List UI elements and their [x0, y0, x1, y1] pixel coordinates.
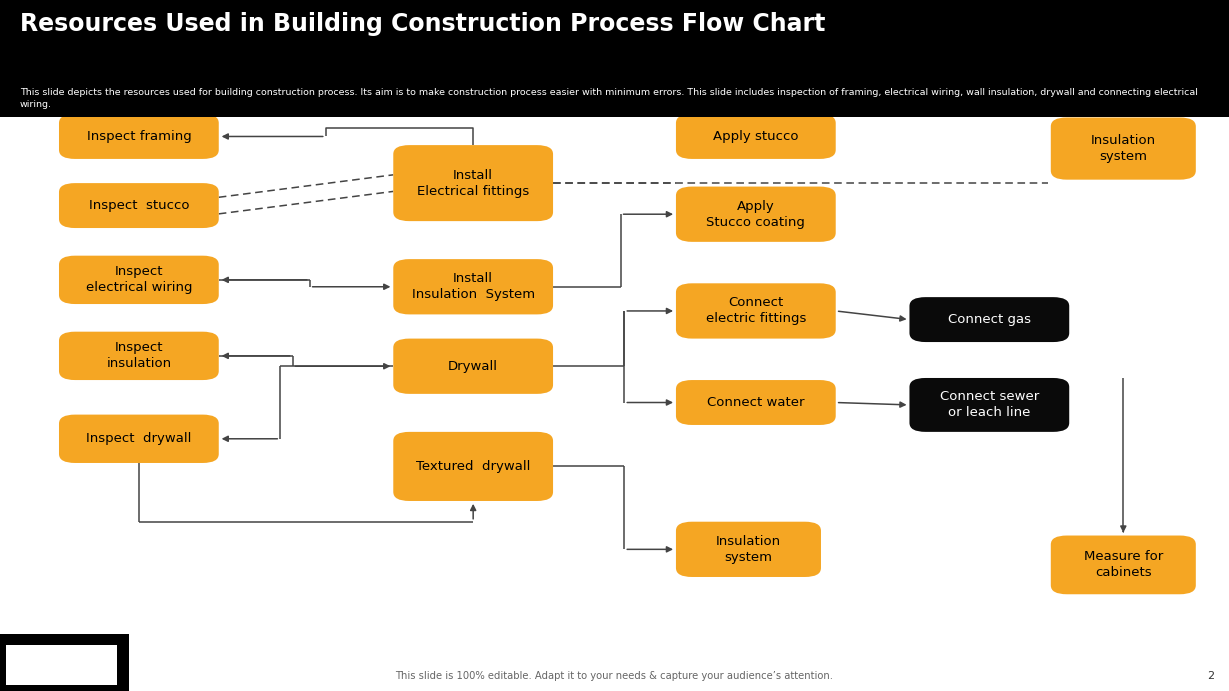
FancyBboxPatch shape — [59, 114, 219, 159]
FancyBboxPatch shape — [676, 380, 836, 425]
FancyBboxPatch shape — [676, 522, 821, 577]
Text: Insulation
system: Insulation system — [717, 535, 780, 564]
FancyBboxPatch shape — [0, 634, 129, 691]
Text: This slide is 100% editable. Adapt it to your needs & capture your audience’s at: This slide is 100% editable. Adapt it to… — [396, 671, 833, 681]
Text: Textured  drywall: Textured drywall — [415, 460, 531, 473]
FancyBboxPatch shape — [59, 332, 219, 380]
Text: Inspect  stucco: Inspect stucco — [88, 199, 189, 212]
Text: Connect
electric fittings: Connect electric fittings — [705, 296, 806, 325]
FancyBboxPatch shape — [393, 432, 553, 501]
Text: Inspect
electrical wiring: Inspect electrical wiring — [86, 265, 192, 294]
FancyBboxPatch shape — [909, 378, 1069, 432]
Text: Measure for
cabinets: Measure for cabinets — [1084, 551, 1163, 579]
FancyBboxPatch shape — [1051, 536, 1196, 594]
Text: Connect water: Connect water — [707, 396, 805, 409]
FancyBboxPatch shape — [676, 283, 836, 339]
FancyBboxPatch shape — [393, 339, 553, 394]
Text: Inspect
insulation: Inspect insulation — [107, 341, 171, 370]
FancyBboxPatch shape — [393, 145, 553, 221]
FancyBboxPatch shape — [59, 183, 219, 228]
Text: Inspect framing: Inspect framing — [86, 130, 192, 143]
Text: Apply
Stucco coating: Apply Stucco coating — [707, 200, 805, 229]
FancyBboxPatch shape — [909, 297, 1069, 342]
FancyBboxPatch shape — [59, 256, 219, 304]
FancyBboxPatch shape — [6, 645, 117, 685]
Text: Resources Used in Building Construction Process Flow Chart: Resources Used in Building Construction … — [20, 12, 825, 36]
Text: Apply stucco: Apply stucco — [713, 130, 799, 143]
FancyBboxPatch shape — [1051, 117, 1196, 180]
Text: Inspect  drywall: Inspect drywall — [86, 433, 192, 445]
Text: Connect sewer
or leach line: Connect sewer or leach line — [940, 390, 1039, 419]
Text: Drywall: Drywall — [449, 360, 498, 372]
Text: Install
Electrical fittings: Install Electrical fittings — [417, 169, 530, 198]
Text: Connect gas: Connect gas — [948, 313, 1031, 326]
FancyBboxPatch shape — [0, 0, 1229, 117]
Text: 2: 2 — [1207, 671, 1214, 681]
Text: Insulation
system: Insulation system — [1091, 134, 1155, 163]
Text: This slide depicts the resources used for building construction process. Its aim: This slide depicts the resources used fo… — [20, 88, 1197, 109]
FancyBboxPatch shape — [676, 114, 836, 159]
Text: Install
Insulation  System: Install Insulation System — [412, 272, 535, 301]
FancyBboxPatch shape — [676, 187, 836, 242]
FancyBboxPatch shape — [393, 259, 553, 314]
FancyBboxPatch shape — [59, 415, 219, 463]
